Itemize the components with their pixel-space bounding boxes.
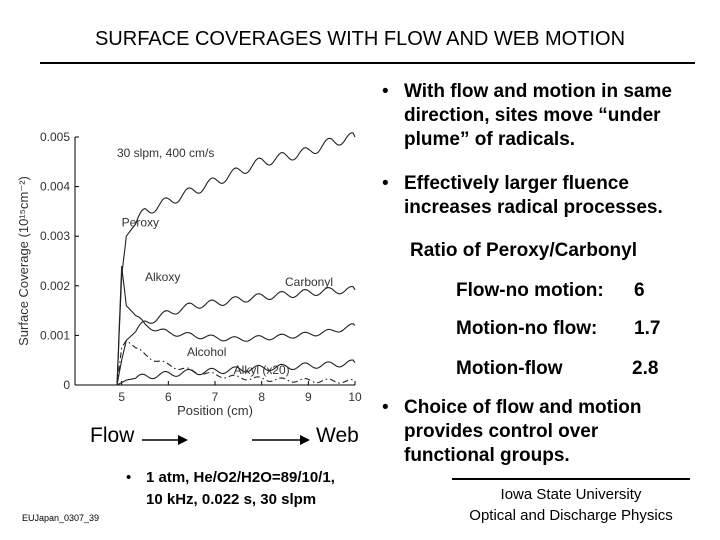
surface-coverage-chart: 5 6 7 8 9 10 0 0.001 0.002 0.003 0.004 0.005 Positio… — [16, 130, 362, 418]
y-tick-label: 0.005 — [40, 130, 70, 144]
slide-id: EUJapan_0307_39 — [22, 513, 100, 523]
bullet-dot-icon: • — [382, 81, 389, 102]
series-label-peroxy: Peroxy — [122, 215, 159, 229]
chart-series-lines — [116, 132, 356, 386]
chart-axes — [74, 136, 356, 386]
bullet-dot-icon: • — [382, 173, 389, 194]
bullet-text: With flow and motion in same direction, … — [404, 81, 672, 150]
series-line-alkyl-x20 — [116, 359, 356, 386]
x-axis-label: Position (cm) — [177, 403, 253, 418]
y-axis-label: Surface Coverage (10¹⁵cm⁻²) — [16, 176, 31, 346]
web-label: Web — [316, 424, 359, 447]
slide-title: SURFACE COVERAGES WITH FLOW AND WEB MOTI… — [94, 28, 626, 50]
ratio-flow-no-motion-label: Flow-no motion: — [456, 280, 604, 301]
x-tick-label: 5 — [118, 390, 125, 404]
x-tick-label: 6 — [165, 390, 172, 404]
bullet-dot-icon: • — [126, 469, 132, 486]
x-tick-label: 9 — [305, 390, 312, 404]
y-tick-label: 0.002 — [40, 279, 70, 293]
series-label-alkoxy: Alkoxy — [145, 270, 180, 284]
x-tick-label: 10 — [348, 390, 362, 404]
bullet-text: Effectively larger fluence increases rad… — [404, 173, 663, 218]
institution-rule — [452, 478, 690, 480]
institution-group: Optical and Discharge Physics — [469, 507, 673, 524]
bullet-control: • Choice of flow and motion provides con… — [382, 396, 712, 472]
series-line-peroxy — [116, 132, 356, 386]
conditions-line-1: 1 atm, He/O2/H2O=89/10/1, — [146, 469, 335, 486]
bullet-dot-icon: • — [382, 397, 389, 418]
ratio-motion-flow-value: 2.8 — [632, 358, 659, 379]
ratio-heading: Ratio of Peroxy/Carbonyl — [410, 240, 637, 261]
y-tick-label: 0.004 — [40, 180, 70, 194]
series-line-alcohol — [116, 339, 356, 386]
ratio-motion-no-flow-value: 1.7 — [634, 318, 661, 339]
series-label-carbonyl: Carbonyl — [285, 275, 333, 289]
bullet-fluence: • Effectively larger fluence increases r… — [382, 172, 712, 224]
bullet-flow-motion: • With flow and motion in same direction… — [382, 80, 712, 156]
series-line-alkoxy — [116, 265, 356, 386]
y-tick-label: 0.003 — [40, 229, 70, 243]
series-label-alcohol: Alcohol — [187, 345, 226, 359]
institution-name: Iowa State University — [500, 486, 642, 503]
ratio-flow-no-motion-value: 6 — [634, 280, 645, 301]
series-label-alkyl-x20: Alkyl (x20) — [234, 363, 290, 377]
y-tick-label: 0.001 — [40, 328, 70, 342]
x-tick-label: 8 — [258, 390, 265, 404]
ratio-motion-flow-label: Motion-flow — [456, 358, 563, 379]
title-underline — [40, 62, 695, 64]
chart-labels: 5 6 7 8 9 10 0 0.001 0.002 0.003 0.004 0.005 Positio… — [16, 130, 362, 418]
conditions-line-2: 10 kHz, 0.022 s, 30 slpm — [146, 491, 317, 508]
bullet-text: Choice of flow and motion provides contr… — [404, 397, 642, 466]
flow-label: Flow — [90, 424, 135, 447]
web-arrow-icon — [252, 435, 310, 445]
institution: Iowa State University Optical and Discha… — [440, 484, 702, 526]
x-tick-label: 7 — [212, 390, 219, 404]
ratio-motion-no-flow-label: Motion-no flow: — [456, 318, 598, 339]
flow-arrow-icon — [142, 435, 188, 445]
chart-annotation: 30 slpm, 400 cm/s — [117, 146, 214, 160]
y-tick-label: 0 — [63, 378, 70, 392]
